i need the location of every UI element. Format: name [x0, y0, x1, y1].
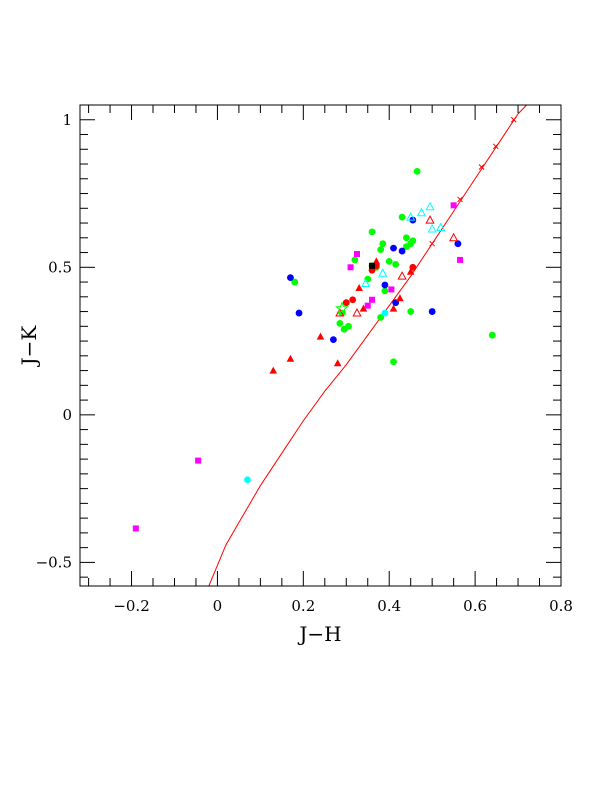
data-point — [316, 332, 325, 340]
data-point — [385, 257, 393, 265]
model-curve — [208, 105, 528, 586]
x-tick-label: 0.8 — [549, 597, 573, 615]
data-point — [347, 264, 354, 271]
data-point — [372, 257, 381, 265]
y-tick-label: 1 — [62, 111, 72, 129]
data-point — [333, 359, 342, 367]
data-point — [355, 283, 363, 291]
data-point — [381, 281, 389, 289]
data-point — [402, 243, 410, 251]
data-point — [428, 308, 436, 315]
data-point — [390, 244, 397, 252]
data-point — [416, 207, 427, 217]
data-point — [425, 201, 435, 211]
curve-marker — [492, 143, 499, 150]
data-point — [295, 309, 303, 317]
data-point — [360, 278, 371, 288]
data-point — [397, 271, 407, 280]
plot-frame — [79, 104, 562, 587]
data-point — [334, 301, 350, 315]
data-point — [425, 215, 435, 224]
data-point — [335, 307, 345, 317]
data-point — [448, 232, 459, 242]
data-point — [342, 299, 350, 307]
data-point — [406, 267, 415, 275]
x-axis-label: J−H — [297, 622, 341, 646]
data-point — [132, 525, 139, 532]
y-tick-label: −0.5 — [36, 553, 72, 571]
data-point — [413, 167, 421, 175]
data-point — [427, 223, 437, 233]
data-point — [195, 457, 202, 464]
data-point — [345, 322, 352, 330]
data-point — [381, 309, 389, 317]
data-point — [286, 354, 295, 362]
data-point — [359, 304, 368, 312]
curve-marker — [478, 164, 485, 170]
y-tick-label: 0 — [62, 406, 72, 424]
x-tick-label: 0.2 — [291, 597, 315, 615]
data-point — [396, 294, 404, 302]
data-point — [389, 304, 398, 312]
data-point — [398, 213, 406, 221]
data-point — [352, 307, 362, 317]
data-point — [354, 251, 361, 258]
data-point — [402, 234, 410, 242]
data-point — [369, 296, 376, 303]
data-point — [406, 212, 416, 221]
data-point — [398, 247, 406, 255]
data-point — [351, 256, 359, 264]
y-axis-label: J−K — [17, 325, 41, 368]
data-point — [381, 287, 389, 295]
data-point — [329, 336, 337, 343]
data-point — [454, 240, 462, 248]
data-point — [436, 222, 446, 231]
data-point — [379, 240, 387, 248]
x-tick-label: 0 — [213, 597, 223, 615]
data-point — [407, 308, 415, 315]
data-point — [450, 202, 457, 209]
data-point — [369, 262, 376, 269]
axis-ticks — [80, 104, 562, 586]
data-point — [287, 274, 294, 282]
data-point — [364, 302, 371, 309]
data-point — [377, 314, 385, 321]
data-point — [244, 476, 251, 484]
data-point — [457, 256, 464, 263]
model-curve-line — [208, 105, 528, 586]
x-tick-label: 0.6 — [463, 597, 487, 615]
data-point — [368, 228, 376, 236]
data-point — [488, 331, 496, 339]
tick-labels: −0.2 0 0.2 0.4 0.6 0.8 −0.5 0 0.5 1 — [36, 111, 573, 615]
x-tick-label: −0.2 — [113, 597, 149, 615]
data-point — [390, 358, 397, 366]
data-point — [336, 319, 344, 327]
data-point — [349, 296, 357, 304]
data-point — [291, 278, 299, 286]
data-points — [132, 167, 496, 532]
data-point — [378, 268, 388, 277]
curve-marker — [510, 116, 517, 123]
data-point — [409, 237, 417, 245]
data-point — [392, 260, 400, 268]
data-point — [388, 286, 395, 293]
data-point — [377, 246, 385, 253]
curve-marker — [457, 196, 463, 203]
data-point — [269, 366, 278, 374]
curve-marker — [429, 240, 436, 247]
y-tick-label: 0.5 — [48, 258, 72, 276]
x-tick-label: 0.4 — [377, 597, 401, 615]
